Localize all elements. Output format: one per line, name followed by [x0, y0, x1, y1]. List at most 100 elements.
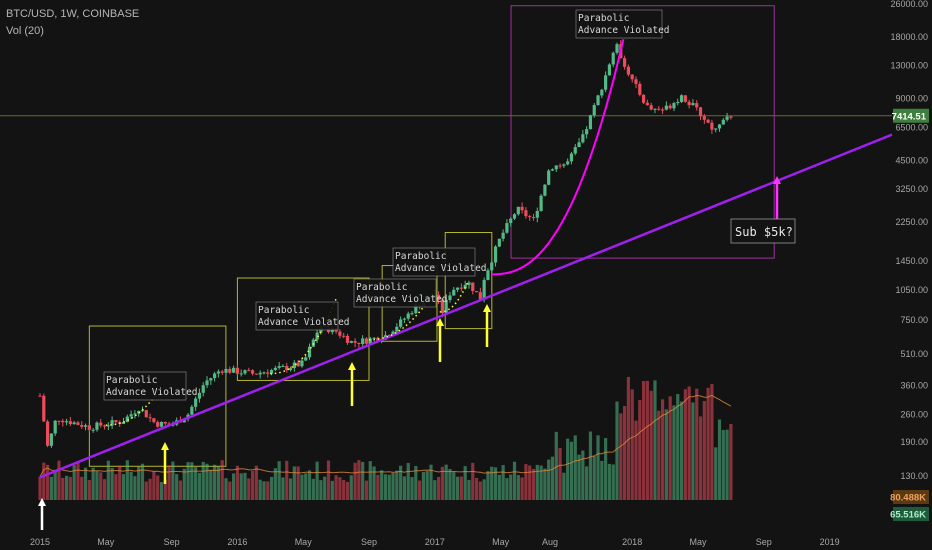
volume-bar — [216, 466, 221, 500]
annotation-frame — [392, 247, 476, 277]
volume-bar — [106, 460, 110, 500]
yellow-arrow-head — [161, 442, 169, 450]
volume-bar — [266, 481, 270, 500]
last-price-text: 7414.51 — [892, 111, 927, 122]
volume-bar — [121, 474, 126, 500]
annotation-text: Parabolic — [258, 305, 309, 316]
volume-bar — [49, 476, 53, 500]
candle-body — [698, 107, 703, 117]
candle-body — [194, 398, 198, 407]
annotation-text: Parabolic — [356, 282, 407, 293]
white-arrow-head — [38, 498, 46, 506]
annotation-box — [236, 277, 370, 381]
candle-body — [232, 367, 236, 373]
candle-body — [471, 282, 475, 291]
candle-body — [42, 395, 46, 422]
volume-bar — [459, 476, 463, 500]
volume-bar — [156, 475, 160, 500]
candle-body — [528, 216, 532, 218]
volume-bar — [250, 470, 255, 500]
volume-bar — [596, 435, 600, 500]
annotation-text: Advance Violated — [395, 263, 487, 274]
volume-bar — [615, 401, 619, 500]
candle-body — [338, 331, 342, 336]
volume-bar — [258, 479, 262, 500]
candle-body — [357, 342, 361, 345]
candle-body — [190, 406, 194, 415]
volume-bar — [482, 479, 486, 500]
volume-bar — [83, 467, 88, 500]
volume-bar — [592, 456, 596, 500]
volume-bar — [80, 476, 84, 500]
x-tick-label: Aug — [542, 537, 558, 547]
candle-body — [156, 422, 160, 427]
volume-bar — [664, 409, 668, 500]
volume-bar — [657, 410, 661, 500]
volume-bar — [364, 480, 369, 500]
volume-bar — [691, 402, 695, 500]
candle-body — [53, 420, 57, 434]
volume-bar — [152, 471, 156, 500]
volume-bar — [626, 376, 631, 500]
volume-bar — [300, 474, 304, 500]
candle-body — [607, 64, 612, 76]
volume-bar — [433, 480, 437, 500]
dotted-parabola — [439, 281, 469, 313]
volume-bar — [338, 477, 342, 500]
volume-bar — [550, 456, 555, 500]
volume-bar — [455, 476, 460, 500]
volume-indicator-label[interactable]: Vol (20) — [6, 25, 44, 37]
candle-body — [448, 295, 452, 301]
y-tick-label: 2250.00 — [895, 217, 928, 227]
candle-body — [706, 119, 710, 123]
candle-body — [64, 421, 69, 423]
candle-body — [695, 103, 699, 108]
candle-body — [592, 105, 596, 116]
x-tick-label: 2018 — [622, 537, 642, 547]
candle-body — [474, 290, 479, 293]
volume-bar — [357, 460, 361, 500]
volume-bar — [95, 471, 99, 500]
volume-bar — [239, 473, 243, 500]
candle-body — [569, 153, 574, 162]
candle-body — [281, 365, 285, 367]
candle-body — [566, 161, 570, 165]
candle-body — [235, 367, 239, 374]
volume-bar — [197, 472, 202, 500]
candle-body — [239, 373, 243, 375]
volume-bar — [285, 460, 289, 500]
y-tick-label: 130.00 — [900, 471, 928, 481]
candle-body — [399, 319, 403, 327]
volume-bar — [653, 380, 657, 500]
candle-body — [710, 122, 714, 130]
candle-body — [486, 270, 490, 280]
candle-body — [679, 95, 684, 102]
volume-bar — [399, 465, 403, 500]
volume-bar — [307, 470, 312, 500]
annotation-frame — [353, 278, 437, 308]
volume-bar — [235, 465, 239, 500]
y-tick-label: 360.00 — [900, 380, 928, 390]
candle-body — [497, 238, 501, 247]
volume-bar — [698, 416, 703, 500]
volume-bar — [528, 465, 532, 500]
candle-body — [285, 365, 289, 371]
candle-body — [49, 433, 53, 446]
x-tick-label: May — [492, 537, 510, 547]
volume-bar — [64, 475, 69, 500]
volume-bar — [201, 461, 205, 500]
annotation-frame — [255, 301, 339, 331]
candle-body — [596, 95, 600, 106]
volume-bar — [676, 394, 680, 500]
annotation-box — [444, 231, 493, 330]
volume-bar — [395, 470, 399, 500]
volume-bar — [611, 464, 615, 500]
candle-body — [72, 422, 76, 425]
y-tick-label: 1450.00 — [895, 256, 928, 266]
volume-bar — [630, 389, 634, 500]
candle-body — [269, 370, 274, 374]
candle-body — [581, 134, 585, 143]
